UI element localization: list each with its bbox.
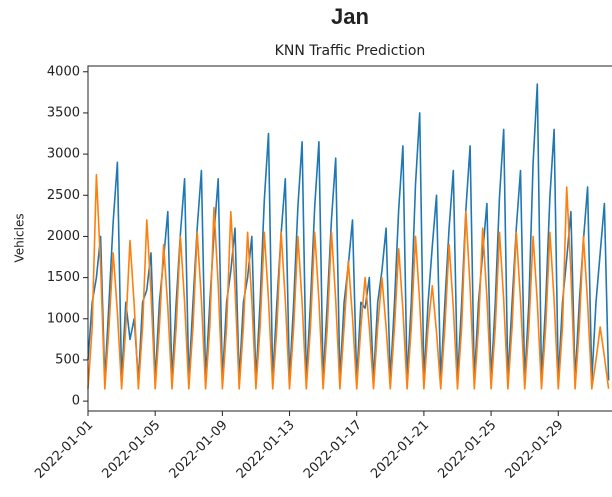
axes-frame bbox=[87, 65, 612, 412]
x-tick-label: 2022-01-17 bbox=[301, 418, 365, 482]
y-tick-label: 3500 bbox=[47, 105, 80, 120]
chart-title: Jan bbox=[331, 4, 369, 29]
y-tick-label: 3000 bbox=[47, 147, 80, 162]
x-tick-label: 2022-01-21 bbox=[368, 418, 432, 482]
y-tick-label: 4000 bbox=[47, 64, 80, 79]
series-line bbox=[87, 83, 610, 382]
y-tick-label: 2500 bbox=[47, 188, 80, 203]
y-tick-label: 1500 bbox=[47, 270, 80, 285]
chart-subtitle: KNN Traffic Prediction bbox=[275, 43, 426, 59]
x-tick-label: 2022-01-05 bbox=[99, 418, 163, 482]
x-tick-label: 2022-01-25 bbox=[435, 418, 499, 482]
x-tick-label: 2022-01-01 bbox=[32, 418, 96, 482]
x-tick-label: 2022-01-09 bbox=[167, 418, 231, 482]
y-tick-label: 2000 bbox=[47, 229, 80, 244]
y-axis-label: Vehicles bbox=[13, 213, 27, 262]
y-tick-label: 0 bbox=[72, 394, 80, 409]
series-line bbox=[87, 173, 610, 390]
x-tick-label: 2022-01-13 bbox=[234, 418, 298, 482]
x-tick-label: 2022-01-29 bbox=[503, 418, 567, 482]
y-tick-label: 500 bbox=[55, 352, 80, 367]
y-tick-label: 1000 bbox=[47, 311, 80, 326]
